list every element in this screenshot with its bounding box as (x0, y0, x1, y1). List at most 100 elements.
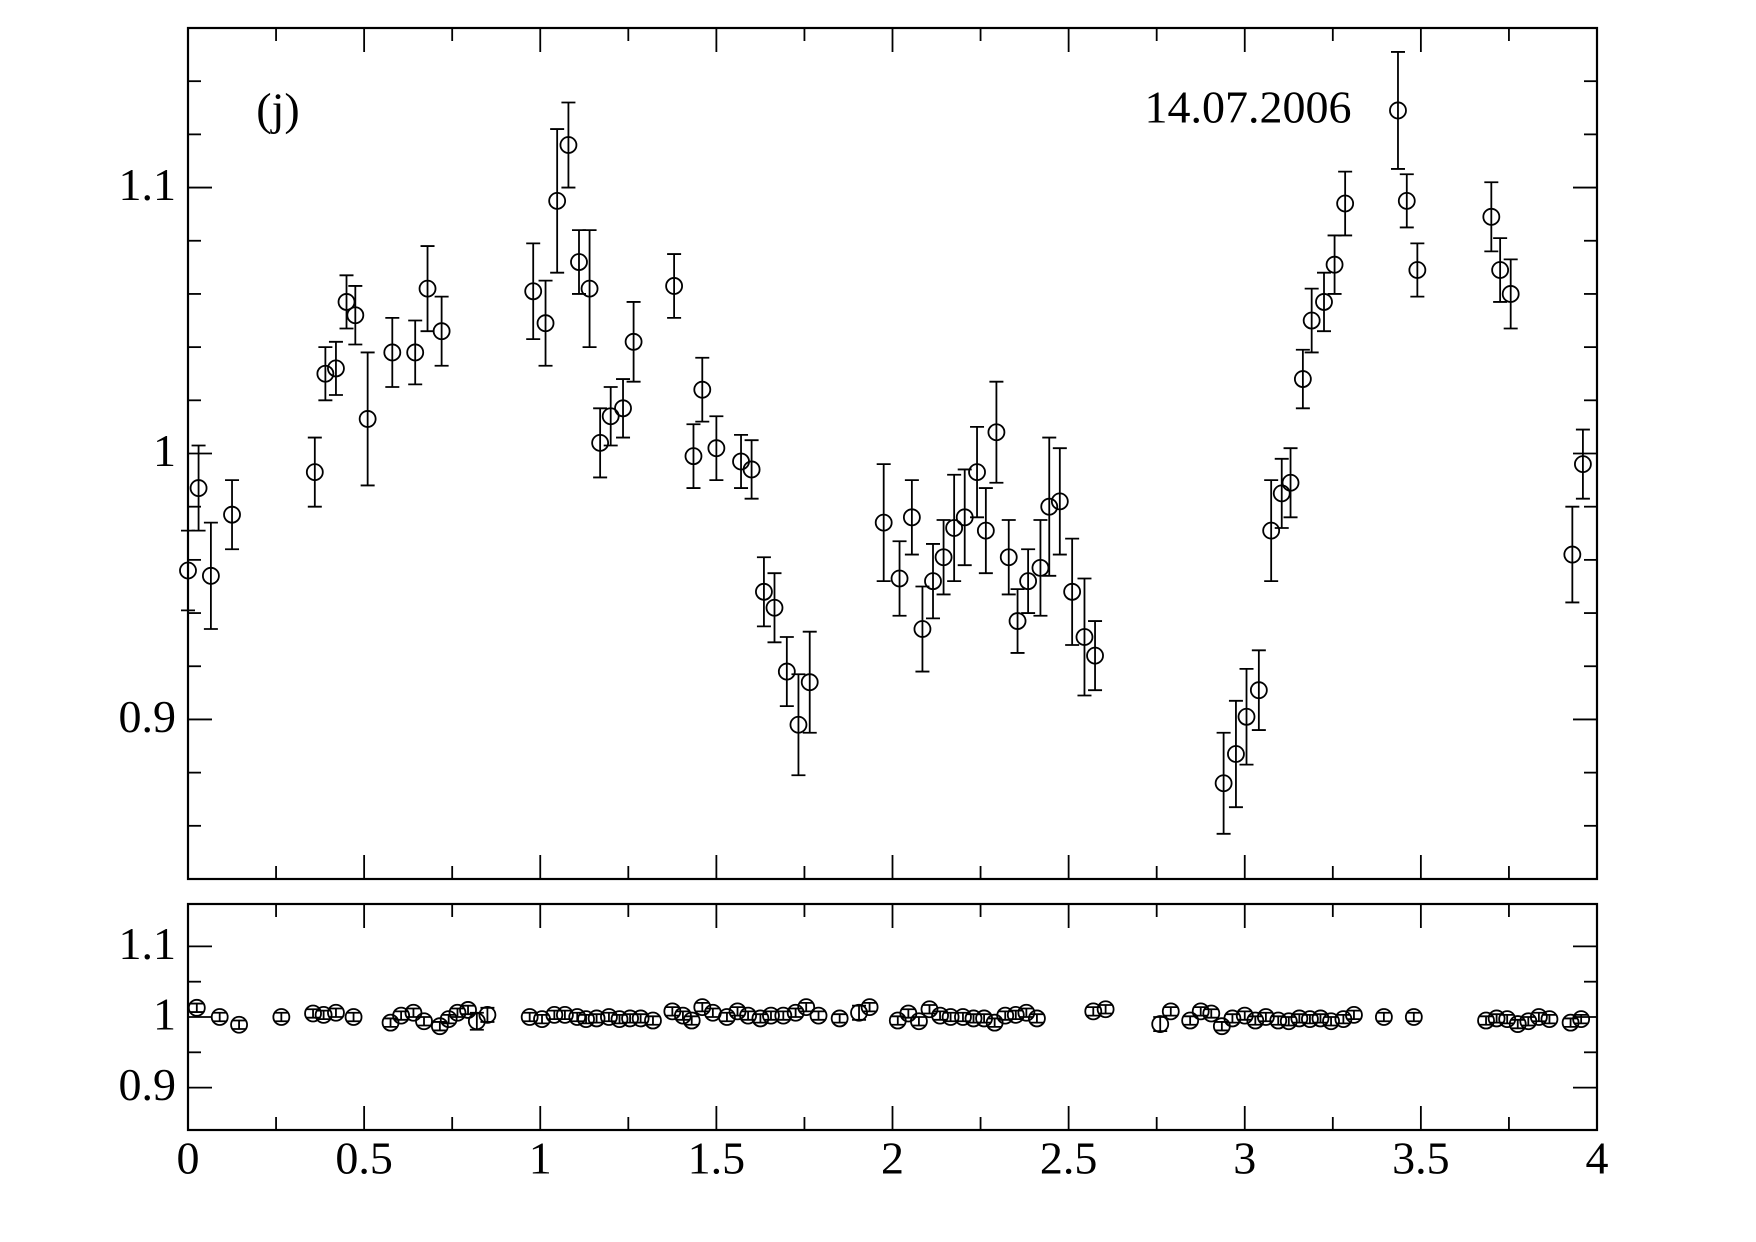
data-point (800, 673, 819, 692)
data-point (556, 1005, 574, 1024)
error-bar (582, 229, 597, 349)
data-point (797, 998, 816, 1017)
error-bar (1264, 479, 1279, 583)
error-bar (225, 479, 240, 551)
data-point (1389, 101, 1407, 120)
data-point (536, 314, 555, 333)
error-bar (274, 1011, 289, 1023)
error-bar (328, 1007, 343, 1018)
data-point (1084, 1002, 1103, 1021)
error-bar (1237, 1010, 1252, 1021)
error-bar (947, 473, 962, 583)
data-point (987, 423, 1006, 442)
error-bar (538, 279, 553, 367)
data-point (346, 306, 365, 325)
data-point (996, 1006, 1015, 1025)
error-bar (434, 295, 449, 367)
x-tick-label: 1.5 (688, 1133, 746, 1184)
error-bar (232, 1019, 247, 1030)
error-bar (550, 128, 565, 274)
error-bar (719, 1011, 734, 1023)
data-point (707, 439, 726, 458)
data-point (580, 279, 599, 298)
error-bar (753, 1013, 768, 1024)
error-bar (1563, 1017, 1578, 1028)
data-point (1501, 285, 1520, 303)
error-bar (360, 351, 375, 487)
data-point (272, 1008, 291, 1026)
error-bar (181, 529, 195, 612)
error-bar (526, 242, 541, 341)
data-point (587, 1009, 606, 1028)
y-tick-label: 1.1 (119, 159, 177, 210)
error-bar (571, 229, 586, 295)
error-bar (788, 1007, 803, 1018)
data-point (1028, 1009, 1046, 1028)
error-bar (936, 519, 951, 596)
error-bar (970, 426, 985, 519)
data-point (1302, 311, 1321, 330)
error-bar (756, 556, 771, 628)
error-bar (1153, 1016, 1168, 1033)
data-point (1214, 774, 1233, 793)
x-tick-label: 0.5 (335, 1133, 393, 1184)
plot-frame (186, 26, 1599, 881)
data-point (577, 1010, 595, 1029)
data-point (1477, 1011, 1495, 1030)
error-bar (695, 356, 710, 423)
data-point (1574, 455, 1592, 474)
error-bar (695, 1001, 710, 1013)
error-bar (876, 463, 891, 583)
data-point (570, 253, 588, 271)
error-bar (1346, 1009, 1361, 1021)
error-bar (705, 1007, 720, 1018)
error-bar (348, 285, 363, 346)
error-bar (1001, 519, 1016, 596)
error-bar (1410, 242, 1425, 298)
data-point (1374, 1008, 1393, 1026)
data-point (478, 1005, 497, 1024)
error-bar (1216, 731, 1231, 835)
data-point (1040, 497, 1059, 516)
data-point (1563, 545, 1582, 564)
error-bar (603, 386, 618, 447)
data-point (755, 582, 773, 601)
data-point (1301, 1010, 1319, 1029)
error-bar (1239, 668, 1254, 766)
data-point (850, 1003, 868, 1022)
error-bar (616, 378, 631, 439)
error-bar (1565, 505, 1580, 604)
error-bar (1281, 1016, 1296, 1027)
data-point (762, 1006, 780, 1025)
data-point (545, 1005, 564, 1024)
data-point (601, 407, 620, 426)
error-bar (339, 274, 354, 330)
data-point (860, 998, 879, 1017)
data-point (524, 282, 543, 301)
data-point (693, 380, 712, 399)
data-point (1249, 681, 1268, 700)
data-point (631, 1009, 650, 1028)
data-point (344, 1008, 363, 1026)
error-bar (734, 433, 749, 489)
error-bar (744, 439, 759, 500)
error-bar (1510, 1018, 1525, 1030)
error-bar (1228, 699, 1243, 809)
data-point (1075, 628, 1094, 646)
error-bar (191, 444, 206, 532)
data-point (1572, 1010, 1591, 1029)
error-bar (922, 1004, 937, 1015)
data-point (739, 1006, 757, 1025)
data-point (765, 598, 784, 617)
data-point (682, 1011, 701, 1030)
error-bar (978, 487, 993, 575)
error-bar (1283, 447, 1298, 519)
data-point (1202, 1004, 1221, 1023)
error-bar (1065, 537, 1080, 646)
data-point (432, 322, 451, 341)
data-point (910, 1012, 928, 1031)
data-point (786, 1003, 805, 1022)
panel-label: (j) (256, 84, 299, 135)
data-point (789, 715, 808, 734)
x-tick-label: 4 (1586, 1133, 1609, 1184)
